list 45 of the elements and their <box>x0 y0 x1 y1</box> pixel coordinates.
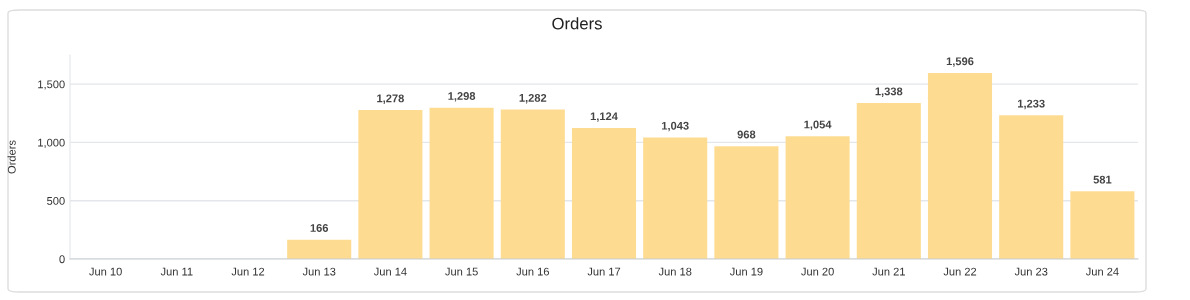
bar <box>500 109 565 259</box>
bar <box>358 110 423 259</box>
y-tick-label: 1,000 <box>38 138 65 148</box>
x-tick-label: Jun 19 <box>729 267 763 276</box>
data-label: 581 <box>1093 175 1112 184</box>
x-tick-label: Jun 22 <box>943 267 977 276</box>
data-label: 968 <box>737 130 756 139</box>
x-tick-label: Jun 12 <box>231 267 265 276</box>
data-label: 1,282 <box>519 93 547 104</box>
y-tick-label: 500 <box>47 196 65 205</box>
x-tick-label: Jun 13 <box>302 267 336 276</box>
y-tick-label: 0 <box>59 255 65 264</box>
bar <box>1070 191 1135 259</box>
x-tick-label: Jun 15 <box>445 267 478 276</box>
data-label: 1,233 <box>1018 99 1045 110</box>
data-label: 1,298 <box>448 92 476 102</box>
bar <box>714 146 779 259</box>
data-label: 1,596 <box>946 57 974 67</box>
x-tick-label: Jun 11 <box>160 267 193 276</box>
data-label: 1,278 <box>377 94 404 104</box>
y-tick-label: 1,500 <box>38 80 65 90</box>
data-label: 1,124 <box>590 112 618 122</box>
data-label: 1,338 <box>875 87 903 97</box>
y-axis-title: Orders <box>7 140 16 174</box>
data-label: 166 <box>310 224 329 232</box>
bar <box>856 103 921 259</box>
data-label: 1,054 <box>804 120 832 130</box>
x-tick-label: Jun 21 <box>872 267 905 276</box>
bar <box>571 127 637 259</box>
bar <box>927 72 993 259</box>
x-tick-label: Jun 10 <box>89 267 122 276</box>
x-tick-label: Jun 16 <box>516 267 549 276</box>
x-tick-label: Jun 17 <box>587 267 621 276</box>
x-tick-label: Jun 14 <box>373 267 407 276</box>
x-tick-label: Jun 20 <box>801 267 834 276</box>
bar <box>643 137 708 259</box>
x-tick-label: Jun 18 <box>658 267 692 276</box>
chart-title: Orders <box>552 17 602 30</box>
bar <box>999 115 1064 259</box>
x-tick-label: Jun 24 <box>1085 267 1119 276</box>
bar <box>429 107 494 259</box>
x-tick-label: Jun 23 <box>1014 267 1048 276</box>
bar <box>785 136 850 259</box>
bar <box>287 239 352 259</box>
data-label: 1,043 <box>662 121 689 132</box>
